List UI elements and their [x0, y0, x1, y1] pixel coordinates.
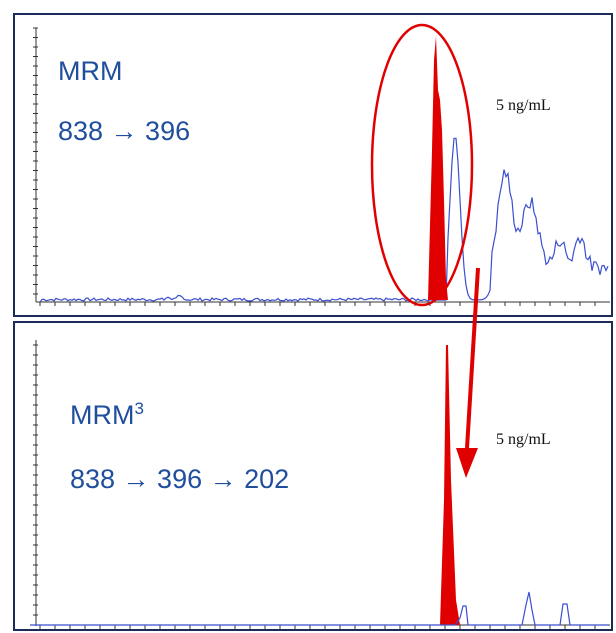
peak	[428, 36, 448, 300]
peak	[440, 345, 460, 625]
arrow	[465, 267, 480, 449]
concentration: 5 ng/mL	[496, 97, 551, 114]
panel-frame	[13, 13, 613, 317]
mode-label: MRM3	[70, 399, 144, 430]
transition: 838 → 396 → 202	[70, 464, 289, 494]
panel-frame	[13, 321, 613, 631]
highlight-ellipse	[370, 23, 474, 307]
concentration: 5 ng/mL	[496, 431, 551, 448]
arrow-head	[456, 448, 478, 478]
transition: 838 → 396	[58, 116, 190, 146]
trace	[30, 591, 608, 626]
trace	[39, 137, 609, 303]
mode-label: MRM	[58, 56, 122, 86]
mode-label-text: MRM	[70, 400, 134, 430]
superscript: 3	[134, 399, 143, 418]
